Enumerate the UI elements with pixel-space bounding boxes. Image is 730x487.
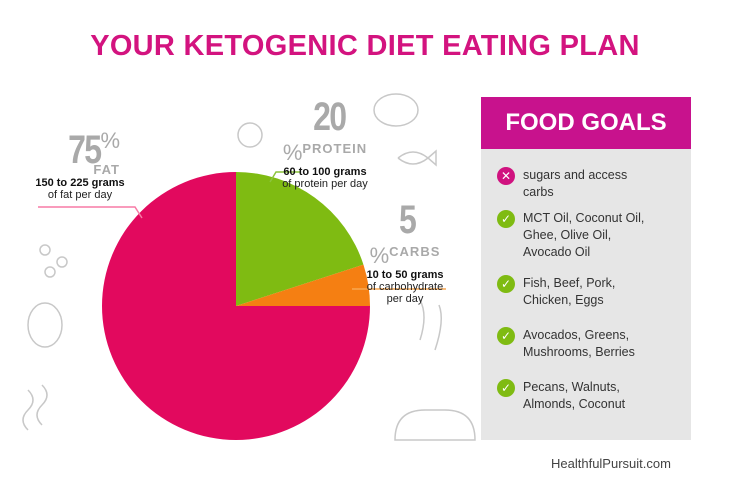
avocado-icon (27, 302, 63, 348)
egg-icon (237, 122, 263, 148)
pie-slice-carbs (236, 264, 370, 306)
bacon-icon (22, 384, 48, 431)
check-circle-icon: ✓ (497, 327, 515, 345)
carbs-label: 5%CARBS 10 to 50 grams of carbohydrate p… (366, 198, 444, 305)
check-circle-icon: ✓ (497, 275, 515, 293)
fat-percent: 75 (68, 128, 102, 172)
food-goal-item: ✓ Fish, Beef, Pork, Chicken, Eggs (497, 275, 615, 309)
food-goal-text: Fish, Beef, Pork, (523, 276, 616, 290)
food-goal-item: ✓ MCT Oil, Coconut Oil, Ghee, Olive Oil, Av… (497, 210, 644, 261)
food-goal-text: Ghee, Olive Oil, (523, 228, 612, 242)
food-goal-item: ✓ Avocados, Greens, Mushrooms, Berries (497, 327, 635, 361)
food-goal-text: MCT Oil, Coconut Oil, (523, 211, 645, 225)
food-goal-text: carbs (523, 185, 554, 199)
page-title: YOUR KETOGENIC DIET EATING PLAN (90, 30, 640, 62)
food-goal-item: ✕ sugars and access carbs (497, 167, 627, 201)
food-goal-text: Pecans, Walnuts, (523, 380, 620, 394)
food-goal-text: Mushrooms, Berries (523, 345, 635, 359)
food-goals-panel: FOOD GOALS ✕ sugars and access carbs ✓ MCT O… (481, 97, 691, 440)
food-goal-text: Avocados, Greens, (523, 328, 630, 342)
footer-site: HealthfulPursuit.com (551, 456, 671, 471)
protein-label: 20%PROTEIN 60 to 100 grams of protein pe… (282, 95, 368, 190)
check-circle-icon: ✓ (497, 210, 515, 228)
pie-slice-fat (102, 172, 370, 440)
food-goal-text: Avocado Oil (523, 245, 591, 259)
food-goal-text: Chicken, Eggs (523, 293, 604, 307)
nut-icon (39, 244, 51, 256)
pie-slice-protein (236, 172, 364, 306)
protein-leader-line (269, 171, 300, 183)
fish-icon (397, 149, 437, 167)
fat-label: 75% FAT 150 to 225 grams of fat per day (35, 128, 125, 201)
x-circle-icon: ✕ (497, 167, 515, 185)
food-goal-item: ✓ Pecans, Walnuts, Almonds, Coconut (497, 379, 625, 413)
bread-icon (394, 409, 476, 441)
food-goal-text: Almonds, Coconut (523, 397, 626, 411)
food-goal-text: sugars and access (523, 168, 628, 182)
steak-icon (373, 93, 419, 127)
check-circle-icon: ✓ (497, 379, 515, 397)
food-goals-header: FOOD GOALS (481, 97, 691, 149)
fat-leader-line (38, 206, 143, 219)
wheat-icon (419, 299, 442, 351)
food-doodles (22, 93, 476, 441)
